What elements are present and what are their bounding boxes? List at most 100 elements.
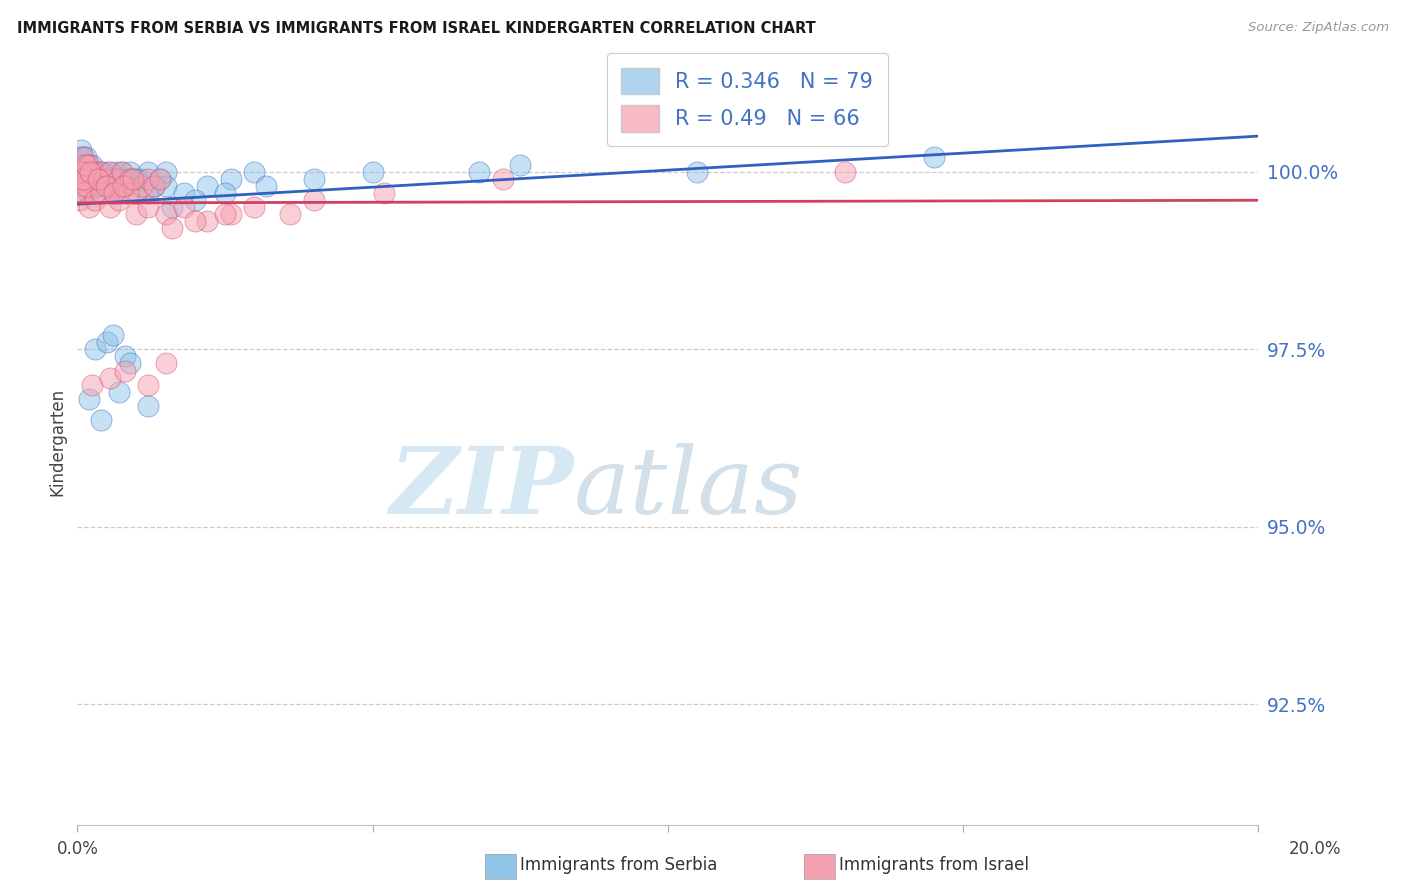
Point [75, 157, 97, 171]
Point [84, 342, 107, 356]
Point [93, 171, 115, 186]
Point [77, 157, 100, 171]
Point [69, 164, 91, 178]
Point [131, 171, 153, 186]
Point [114, 178, 136, 193]
Text: Immigrants from Israel: Immigrants from Israel [839, 856, 1029, 874]
Point [72, 186, 94, 200]
Point [70, 164, 93, 178]
Point [114, 178, 136, 193]
Point [136, 171, 159, 186]
Point [136, 399, 159, 413]
Point [112, 178, 135, 193]
Point [143, 178, 166, 193]
Point [94, 178, 117, 193]
Point [75, 171, 97, 186]
Point [87, 178, 110, 193]
Point [136, 200, 159, 214]
Point [278, 207, 301, 221]
Point [87, 171, 110, 186]
Point [155, 356, 177, 370]
Point [491, 171, 513, 186]
Point [77, 157, 100, 171]
Point [75, 178, 97, 193]
Point [73, 157, 96, 171]
Point [77, 164, 100, 178]
Point [125, 178, 148, 193]
Point [72, 164, 94, 178]
Point [131, 178, 153, 193]
Point [122, 171, 145, 186]
Point [195, 178, 218, 193]
Point [120, 171, 142, 186]
Point [173, 186, 195, 200]
Point [136, 377, 159, 392]
Point [195, 214, 218, 228]
Point [73, 164, 96, 178]
Point [84, 193, 107, 207]
Point [107, 171, 129, 186]
Point [76, 171, 98, 186]
Point [98, 370, 121, 384]
Point [75, 178, 97, 193]
Point [98, 178, 121, 193]
Point [67, 157, 90, 171]
Point [70, 178, 93, 193]
Point [90, 186, 112, 200]
Point [79, 164, 101, 178]
Point [82, 171, 104, 186]
Point [101, 171, 124, 186]
Point [83, 164, 105, 178]
Point [111, 164, 132, 178]
Point [90, 164, 112, 178]
Point [93, 171, 115, 186]
Point [107, 171, 129, 186]
Point [922, 150, 945, 164]
Point [90, 186, 112, 200]
Point [136, 186, 159, 200]
Point [75, 150, 97, 164]
Point [75, 164, 97, 178]
Text: IMMIGRANTS FROM SERBIA VS IMMIGRANTS FROM ISRAEL KINDERGARTEN CORRELATION CHART: IMMIGRANTS FROM SERBIA VS IMMIGRANTS FRO… [17, 21, 815, 36]
Point [73, 178, 96, 193]
Point [254, 178, 277, 193]
Point [114, 363, 136, 377]
Point [111, 164, 132, 178]
Point [117, 186, 139, 200]
Point [69, 193, 91, 207]
Point [98, 200, 121, 214]
Point [120, 164, 142, 178]
Point [834, 164, 856, 178]
Point [117, 171, 139, 186]
Point [468, 164, 491, 178]
Point [125, 186, 148, 200]
Point [103, 186, 125, 200]
Point [125, 207, 148, 221]
Point [77, 164, 100, 178]
Point [98, 164, 121, 178]
Point [120, 356, 142, 370]
Point [361, 164, 384, 178]
Point [82, 157, 104, 171]
Point [82, 377, 104, 392]
Point [84, 171, 107, 186]
Point [125, 171, 148, 186]
Point [77, 200, 100, 214]
Point [101, 171, 124, 186]
Point [149, 171, 172, 186]
Point [107, 193, 129, 207]
Point [302, 171, 325, 186]
Point [114, 178, 136, 193]
Point [83, 164, 105, 178]
Point [87, 171, 110, 186]
Point [160, 221, 183, 235]
Point [82, 178, 104, 193]
Point [72, 150, 94, 164]
Point [87, 171, 110, 186]
Point [70, 171, 93, 186]
Point [155, 207, 177, 221]
Point [96, 178, 118, 193]
Point [104, 164, 127, 178]
Point [101, 328, 124, 343]
Point [373, 186, 395, 200]
